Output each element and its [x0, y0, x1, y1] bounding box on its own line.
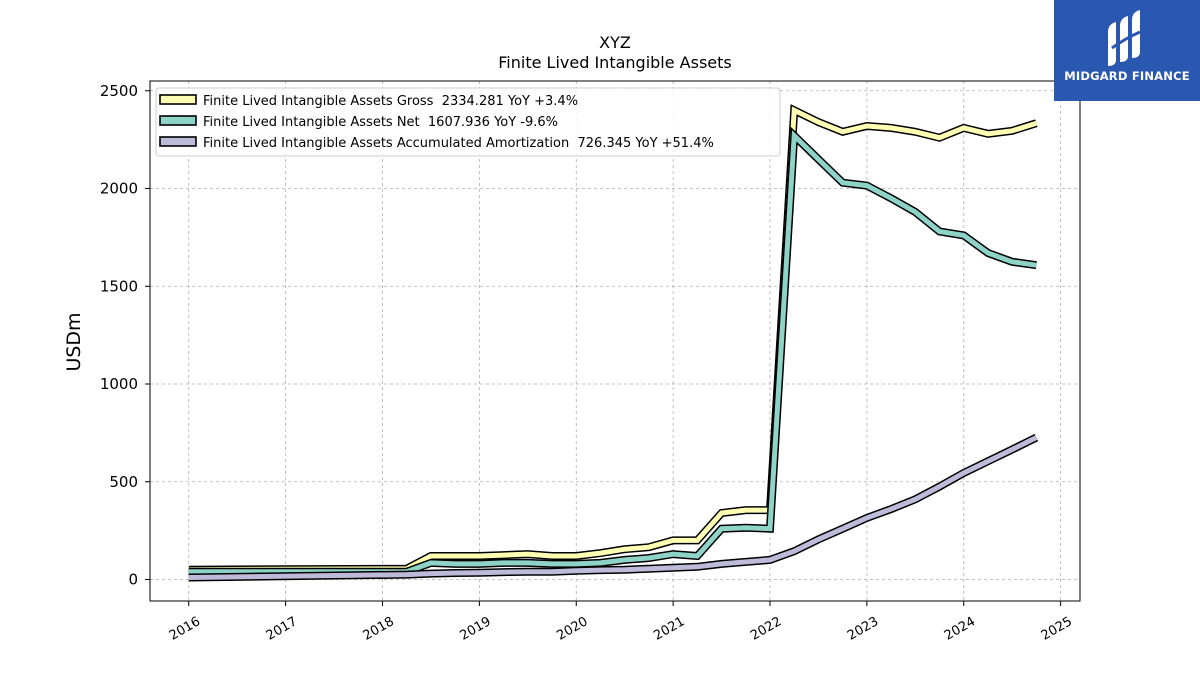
axes-frame [149, 80, 1081, 602]
series-line-2 [188, 130, 1037, 575]
series-line-1 [188, 106, 1038, 573]
series-outline-3 [188, 433, 1039, 582]
y-tick-label: 0 [128, 570, 138, 588]
x-tick-label: 2019 [458, 614, 494, 644]
x-tick-label: 2023 [845, 614, 881, 644]
legend-swatch-3 [159, 136, 197, 147]
legend: Finite Lived Intangible Assets Gross 233… [155, 87, 781, 157]
chart-title: XYZ [599, 33, 631, 52]
y-tick-label: 1500 [100, 277, 138, 295]
series-outline-2 [188, 126, 1037, 576]
x-tick-label: 2025 [1039, 614, 1075, 644]
brand-logo: MIDGARD FINANCE [1054, 0, 1200, 101]
grid-lines [150, 81, 1080, 601]
logo-mark-icon [1108, 10, 1141, 66]
y-tick-label: 2500 [100, 82, 138, 100]
x-tick-label: 2024 [942, 614, 978, 644]
x-tick-label: 2017 [264, 614, 300, 644]
x-tick-label: 2022 [748, 614, 784, 644]
legend-swatch-2 [159, 115, 197, 126]
logo-text: MIDGARD FINANCE [1064, 69, 1190, 83]
x-tick-label: 2018 [361, 614, 397, 644]
x-tick-label: 2021 [651, 614, 687, 644]
y-tick-label: 2000 [100, 180, 138, 198]
series-line-3 [188, 435, 1038, 580]
legend-box [155, 87, 781, 157]
y-axis-label: USDm [63, 312, 85, 371]
x-tick-label: 2020 [554, 614, 590, 644]
legend-swatch-1 [159, 94, 197, 105]
chart-subtitle: Finite Lived Intangible Assets [498, 53, 731, 72]
legend-label-3: Finite Lived Intangible Assets Accumulat… [203, 136, 714, 151]
y-tick-label: 1000 [100, 375, 138, 393]
series-lines [188, 104, 1039, 582]
legend-label-2: Finite Lived Intangible Assets Net 1607.… [203, 115, 558, 130]
y-tick-label: 500 [109, 473, 138, 491]
x-tick-label: 2016 [167, 614, 203, 644]
legend-label-1: Finite Lived Intangible Assets Gross 233… [203, 94, 578, 109]
